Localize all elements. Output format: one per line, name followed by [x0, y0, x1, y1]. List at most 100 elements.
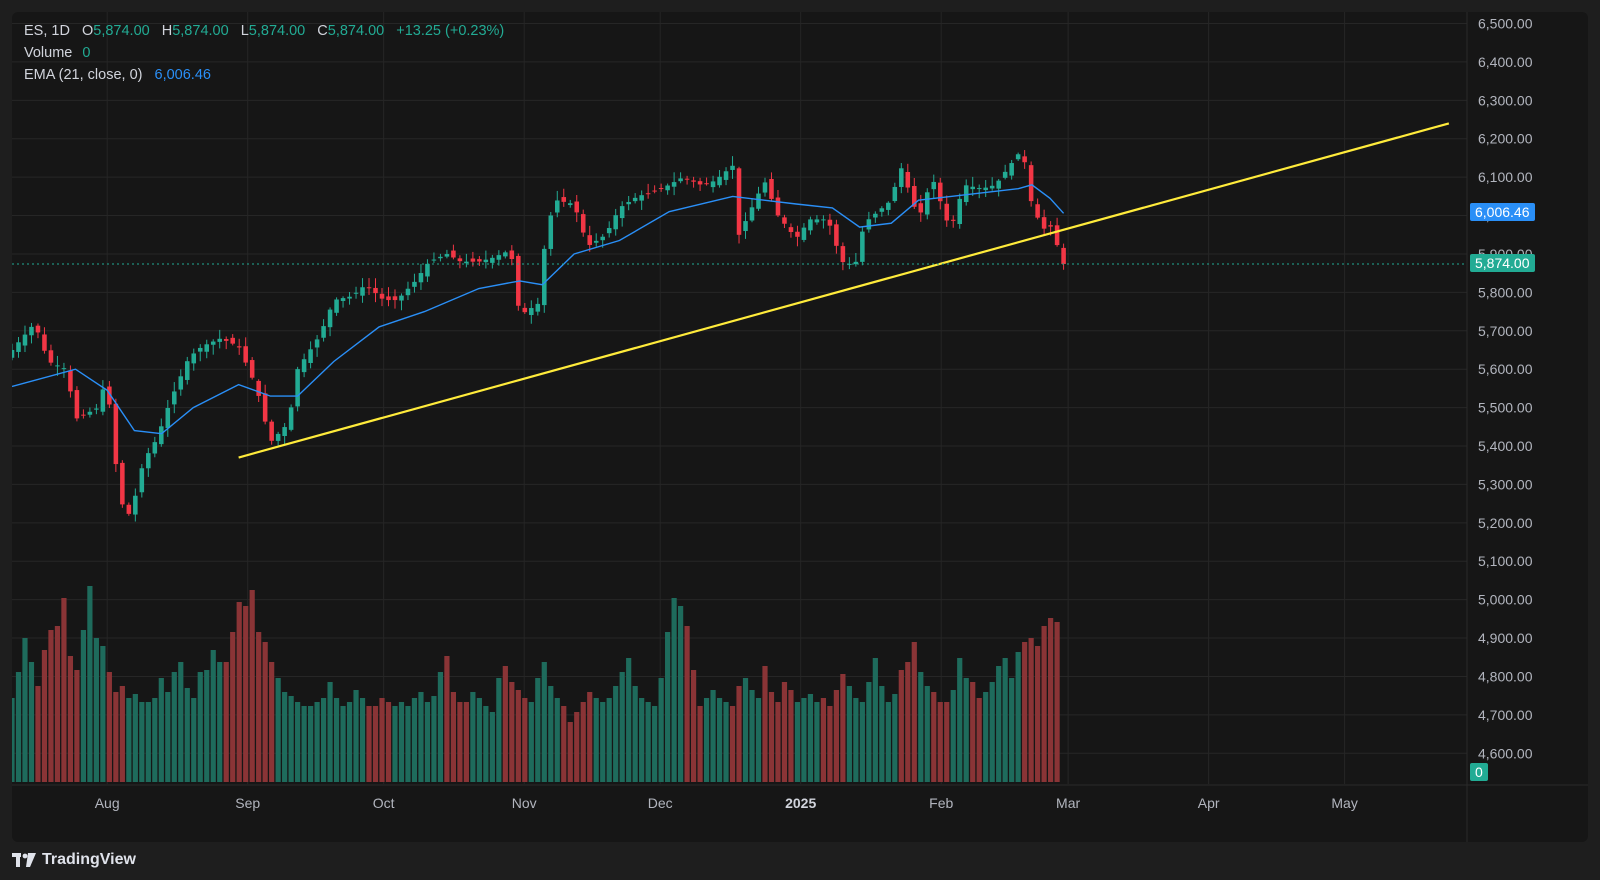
candle-body	[697, 181, 703, 185]
candle-body	[340, 298, 346, 301]
candle-body	[574, 201, 580, 213]
candle-body	[249, 360, 255, 378]
candle-body	[418, 273, 424, 283]
volume-bar	[996, 666, 1002, 782]
volume-bar	[509, 682, 515, 782]
volume-bar	[424, 702, 431, 782]
candle-body	[438, 256, 443, 259]
volume-bar	[827, 706, 833, 782]
candle-body	[152, 442, 158, 454]
volume-bar	[807, 694, 814, 782]
x-tick-label: Dec	[648, 795, 673, 811]
close-label: C	[317, 23, 328, 39]
volume-legend[interactable]: Volume 0	[24, 44, 92, 62]
ema-line	[12, 184, 1065, 435]
candle-body	[639, 195, 644, 201]
candle-body	[172, 391, 177, 405]
volume-bar	[613, 686, 619, 782]
volume-bar	[269, 662, 275, 782]
volume-bar	[106, 672, 112, 782]
candle-body	[386, 296, 391, 301]
candle-body	[652, 190, 657, 192]
candle-body	[587, 235, 592, 245]
candle-body	[12, 349, 15, 358]
volume-bar	[840, 674, 846, 782]
y-tick-label: 5,400.00	[1478, 438, 1533, 454]
volume-bar	[963, 678, 969, 782]
volume-bar	[301, 706, 307, 782]
candle-body	[736, 168, 742, 235]
price-chart[interactable]: 6,500.00 6,400.00 6,300.00 6,200.00 6,100.00…	[12, 12, 1588, 842]
candle-body	[262, 393, 268, 422]
candle-body	[490, 257, 495, 263]
candle-body	[243, 346, 248, 363]
candle-body	[840, 246, 846, 263]
open-label: O	[81, 23, 94, 39]
volume-bar	[859, 702, 865, 782]
trendline	[238, 122, 1450, 459]
volume-bar	[217, 662, 223, 782]
volume-bar	[41, 650, 48, 782]
candle-body	[691, 180, 696, 182]
volume-bar	[308, 706, 314, 782]
volume-bar	[749, 690, 755, 782]
volume-bar	[905, 662, 911, 782]
volume-bar	[93, 638, 99, 782]
candle-body	[392, 296, 398, 301]
candle-body	[373, 287, 378, 294]
candle-body	[230, 337, 235, 344]
volume-bar	[866, 682, 872, 782]
last-price-tag: 5,874.00	[1470, 253, 1535, 272]
grid	[12, 12, 1467, 784]
candle-body	[853, 261, 859, 265]
candle-body	[477, 259, 482, 262]
candle-body	[204, 344, 210, 352]
volume-bar	[450, 692, 457, 782]
volume-bar	[80, 630, 87, 782]
candle-body	[42, 334, 47, 351]
candle-body	[1061, 247, 1066, 264]
volume-bar	[820, 698, 827, 782]
volume-bar	[587, 692, 593, 782]
volume-bar	[87, 586, 93, 782]
candle-body	[347, 296, 352, 299]
symbol-label[interactable]: ES, 1D	[24, 23, 70, 39]
volume-bar	[892, 694, 898, 782]
y-tick-label: 5,800.00	[1478, 284, 1533, 300]
candle-body	[989, 185, 995, 189]
tradingview-logo[interactable]: TradingView	[12, 851, 136, 869]
volume-bar	[898, 670, 904, 782]
volume-bar	[872, 658, 878, 782]
candle-body	[139, 468, 145, 493]
volume-bar	[671, 598, 677, 782]
volume-bar	[950, 690, 956, 782]
y-tick-label: 6,300.00	[1478, 92, 1533, 108]
candle-body	[626, 201, 631, 205]
volume-bar	[1035, 646, 1041, 782]
candle-body	[282, 427, 287, 437]
candle-body	[912, 185, 917, 207]
candle-body	[178, 376, 184, 390]
volume-bar	[710, 690, 716, 782]
volume-bar	[463, 702, 469, 782]
volume-bar	[197, 672, 203, 782]
y-tick-label: 6,200.00	[1478, 131, 1533, 147]
volume-bar	[561, 706, 567, 782]
volume-bar	[282, 692, 288, 782]
candle-body	[35, 325, 41, 333]
volume-bar	[983, 692, 989, 782]
y-tick-label: 5,700.00	[1478, 323, 1533, 339]
candle-body	[821, 219, 826, 221]
volume-bar	[645, 702, 651, 782]
candle-body	[22, 334, 28, 346]
candle-body	[892, 186, 898, 202]
y-tick-label: 6,500.00	[1478, 16, 1533, 32]
volume-bar	[12, 698, 15, 782]
ema-legend[interactable]: EMA (21, close, 0) 6,006.46	[24, 66, 213, 84]
candle-body	[288, 407, 294, 430]
candle-body	[762, 182, 768, 193]
volume-bar	[74, 670, 80, 782]
volume-bar	[755, 698, 762, 782]
candle-body	[730, 165, 735, 170]
volume-bar	[522, 698, 528, 782]
